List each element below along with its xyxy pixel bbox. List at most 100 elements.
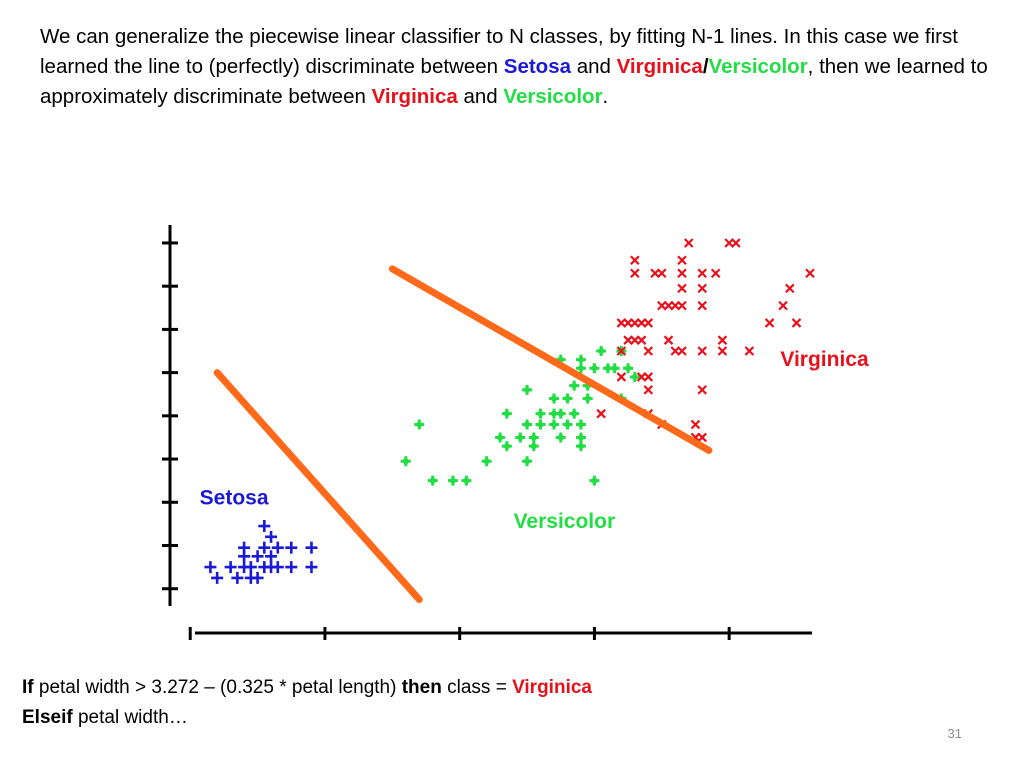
intro-virginica-1: Virginica: [616, 55, 703, 78]
virginica-point: [717, 335, 728, 345]
versicolor-point-dot: [598, 348, 605, 355]
virginica-point: [785, 283, 795, 294]
rule-then-keyword: then: [401, 677, 442, 698]
intro-text-1: We can generalize the piecewise linear c…: [40, 25, 958, 78]
versicolor-point-dot: [631, 373, 638, 380]
intro-slash: /: [702, 55, 709, 78]
setosa-point: [271, 541, 284, 554]
virginica-point: [677, 346, 687, 356]
virginica-point: [697, 283, 707, 294]
chart-points: [204, 238, 815, 584]
versicolor-point-dot: [503, 443, 510, 450]
intro-versicolor-2: Versicolor: [503, 85, 603, 108]
versicolor-point-dot: [604, 365, 611, 372]
versicolor-point-dot: [517, 434, 524, 441]
boundary-line-2: [388, 265, 713, 454]
versicolor-point-dot: [537, 421, 544, 428]
virginica-point: [630, 268, 640, 278]
versicolor-point-dot: [577, 443, 584, 450]
chart-axes: [162, 225, 812, 640]
virginica-point: [778, 300, 788, 311]
versicolor-label: Versicolor: [514, 510, 616, 533]
virginica-point: [697, 432, 707, 443]
versicolor-point-dot: [571, 410, 578, 417]
setosa-point: [305, 541, 318, 554]
virginica-point: [731, 238, 741, 248]
virginica-point: [643, 385, 654, 395]
setosa-point: [231, 571, 244, 584]
versicolor-point-dot: [611, 365, 618, 372]
intro-virginica-2: Virginica: [371, 85, 458, 108]
intro-text-2: , then we learned to approximately discr…: [40, 55, 988, 108]
versicolor-point-dot: [530, 434, 537, 441]
versicolor-point-dot: [416, 421, 423, 428]
versicolor-point-dot: [530, 443, 537, 450]
versicolor-point-dot: [551, 410, 557, 417]
versicolor-point-dot: [577, 365, 584, 372]
versicolor-point-dot: [551, 395, 557, 402]
rule-line-2: Elseif petal width…: [22, 703, 592, 733]
virginica-point: [630, 255, 640, 266]
versicolor-point-dot: [429, 477, 436, 484]
setosa-point: [258, 520, 271, 533]
virginica-point: [677, 300, 687, 311]
setosa-point: [251, 550, 264, 563]
versicolor-point-dot: [463, 477, 470, 484]
virginica-point: [710, 268, 721, 278]
virginica-point: [677, 268, 687, 278]
virginica-point: [663, 335, 674, 345]
setosa-point: [271, 561, 284, 574]
virginica-point: [683, 238, 694, 248]
versicolor-point-dot: [524, 421, 531, 428]
setosa-point: [285, 541, 298, 554]
versicolor-point-dot: [591, 365, 598, 372]
virginica-point: [677, 283, 687, 294]
decision-boundaries: [213, 265, 713, 604]
versicolor-point-dot: [584, 395, 591, 402]
classification-rule: If petal width > 3.272 – (0.325 * petal …: [22, 673, 592, 733]
slide-number: 31: [947, 726, 962, 741]
versicolor-point-dot: [497, 434, 504, 441]
versicolor-point-dot: [577, 434, 584, 441]
virginica-point: [616, 346, 627, 356]
virginica-point: [791, 318, 802, 328]
intro-setosa: Setosa: [503, 55, 571, 78]
versicolor-point-dot: [564, 395, 571, 402]
setosa-point: [211, 571, 224, 584]
setosa-point: [265, 550, 278, 563]
versicolor-point-dot: [483, 458, 490, 465]
rule-line-2-text: petal width…: [72, 707, 188, 728]
virginica-point: [697, 268, 707, 278]
virginica-label: Virginica: [780, 348, 869, 371]
virginica-point: [744, 346, 755, 356]
rule-class-text: class =: [441, 677, 513, 698]
virginica-point: [697, 300, 707, 311]
rule-if-keyword: If: [22, 677, 34, 698]
setosa-point: [204, 561, 217, 574]
setosa-point: [224, 561, 237, 574]
versicolor-point-dot: [524, 386, 531, 393]
setosa-point: [305, 561, 318, 574]
versicolor-point-dot: [625, 365, 632, 372]
virginica-point: [643, 318, 654, 328]
setosa-point: [265, 530, 278, 543]
intro-paragraph: We can generalize the piecewise linear c…: [40, 22, 1008, 112]
versicolor-point-dot: [503, 410, 510, 417]
setosa-point: [238, 550, 251, 563]
virginica-point: [596, 408, 606, 419]
rule-condition: petal width > 3.272 – (0.325 * petal len…: [33, 677, 402, 698]
virginica-point: [677, 255, 687, 266]
versicolor-point-dot: [449, 477, 456, 484]
virginica-point: [697, 385, 707, 395]
versicolor-point-dot: [402, 458, 409, 465]
versicolor-point-dot: [577, 356, 584, 363]
setosa-point: [285, 561, 298, 574]
virginica-point: [636, 335, 647, 345]
versicolor-point-dot: [557, 410, 564, 417]
rule-class-virginica: Virginica: [512, 677, 592, 698]
versicolor-point-dot: [551, 421, 557, 428]
intro-and-2: and: [457, 85, 504, 108]
setosa-point: [251, 571, 264, 584]
versicolor-point-dot: [571, 382, 578, 389]
